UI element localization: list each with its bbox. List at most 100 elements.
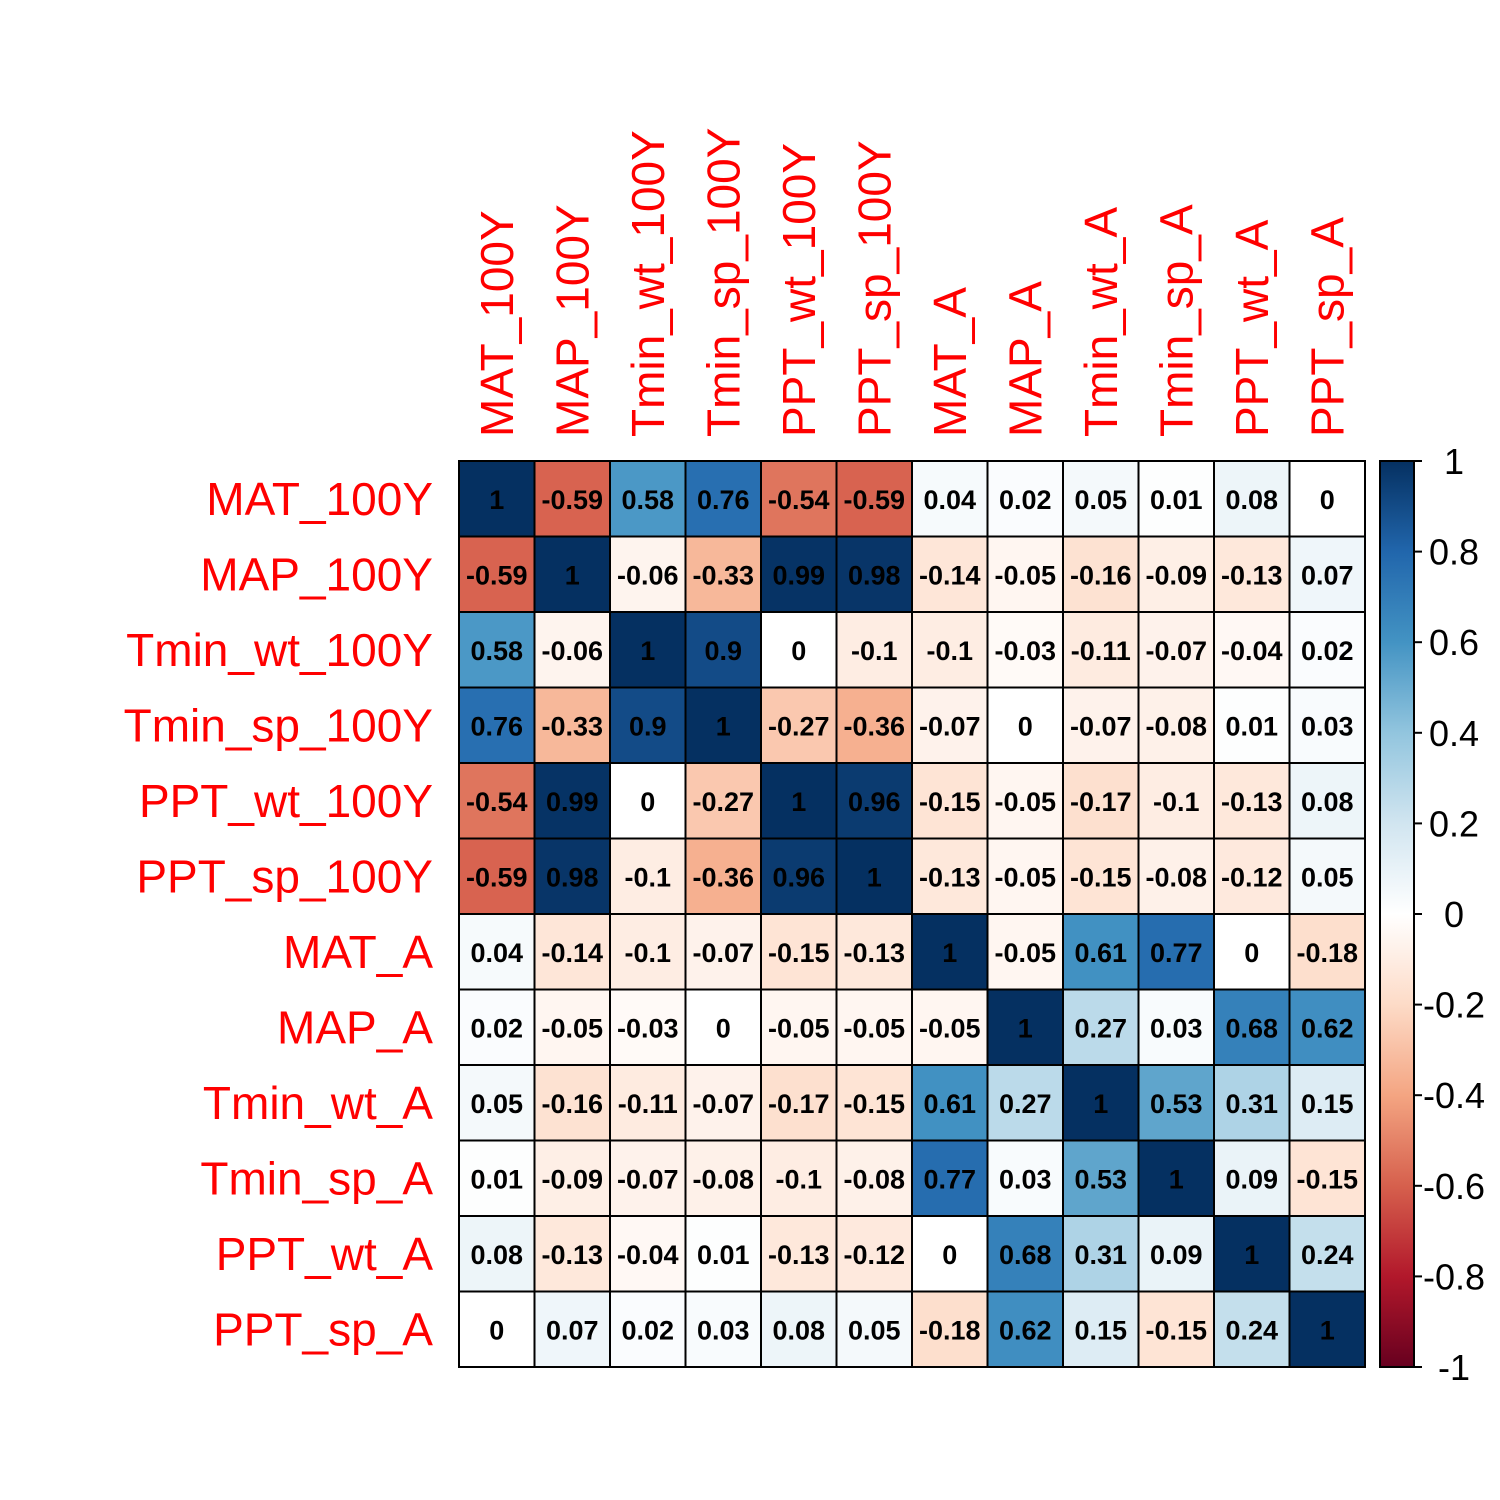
heatmap-cell [609,1064,687,1142]
heatmap-cell [533,762,611,840]
cell-value-label: 0.04 [923,485,976,515]
cell-value-label: 1 [1093,1089,1108,1119]
cell-value-label: 1 [640,636,655,666]
cell-value-label: -0.13 [919,862,981,892]
cell-value-label: 0.08 [470,1240,523,1270]
row-label: Tmin_sp_A [200,1152,433,1204]
cell-value-label: -0.15 [1296,1164,1358,1194]
heatmap-cell [1062,1215,1140,1293]
row-label: PPT_sp_A [213,1303,433,1355]
cell-value-label: -0.08 [843,1164,905,1194]
cell-value-label: -0.59 [541,485,603,515]
heatmap-cell [1288,686,1366,764]
cell-value-label: -0.13 [1221,787,1283,817]
heatmap-cell [1137,1290,1215,1368]
cell-value-label: -0.15 [843,1089,905,1119]
cell-value-label: -0.07 [692,1089,754,1119]
cell-value-label: -0.16 [541,1089,603,1119]
heatmap-cell [911,1139,989,1217]
heatmap-cell [986,460,1064,538]
cell-value-label: -0.1 [851,636,898,666]
cell-value-label: 0.96 [848,787,901,817]
heatmap-cell [835,1064,913,1142]
legend-tick-label: 0 [1444,894,1464,935]
cell-value-label: 0.99 [772,560,825,590]
column-label: MAT_100Y [471,210,523,437]
heatmap-cell [1288,1139,1366,1217]
cell-value-label: -0.12 [1221,862,1283,892]
heatmap-cell [760,611,838,689]
cell-value-label: -0.33 [692,560,754,590]
heatmap-cell [1213,1215,1291,1293]
cell-value-label: -0.15 [919,787,981,817]
cell-value-label: 0.05 [470,1089,523,1119]
cell-value-label: -0.04 [617,1240,679,1270]
cell-value-label: -0.17 [768,1089,830,1119]
heatmap-cell [1288,988,1366,1066]
column-labels: MAT_100Y MAP_100Y Tmin_wt_100Y Tmin_sp_100Y… [471,128,1354,437]
legend-tick-label: -0.2 [1423,985,1485,1026]
heatmap-cell [533,1139,611,1217]
heatmap-cell [684,988,762,1066]
heatmap-cell [835,837,913,915]
cell-value-label: -0.15 [1070,862,1132,892]
cell-value-label: -0.05 [994,938,1056,968]
heatmap-cell [1288,460,1366,538]
cell-value-label: 0.76 [697,485,750,515]
heatmap-cell [1062,686,1140,764]
cell-value-label: 0.08 [1301,787,1354,817]
legend-tick-label: -0.4 [1423,1075,1485,1116]
cell-value-label: 1 [1169,1164,1184,1194]
heatmap-cell [911,1064,989,1142]
cell-value-label: 0.98 [848,560,901,590]
cell-value-label: 0.27 [999,1089,1052,1119]
row-label: MAP_A [277,1001,433,1053]
cell-value-label: 0 [716,1013,731,1043]
cell-value-label: -0.1 [926,636,973,666]
heatmap-cell [458,837,536,915]
heatmap-cell [986,762,1064,840]
heatmap-cell [1213,1139,1291,1217]
heatmap-cell [458,1215,536,1293]
cell-value-label: 0.04 [470,938,523,968]
heatmap-cell [1137,1139,1215,1217]
heatmap-cell [1137,686,1215,764]
cell-value-label: -0.08 [1145,711,1207,741]
cell-value-label: -0.06 [617,560,679,590]
cell-value-label: -0.03 [617,1013,679,1043]
cell-value-label: 1 [1018,1013,1033,1043]
heatmap-cell [1288,1215,1366,1293]
heatmap-cell [1213,1290,1291,1368]
cell-value-label: 0.02 [999,485,1052,515]
cell-value-label: -0.12 [843,1240,905,1270]
row-label: MAT_A [283,926,433,978]
cell-value-label: 0.05 [1074,485,1127,515]
cell-value-label: 0.31 [1225,1089,1278,1119]
cell-value-label: 0 [791,636,806,666]
heatmap-cell [458,913,536,991]
cell-value-label: 0.03 [999,1164,1052,1194]
heatmap-cell [1288,611,1366,689]
heatmap-cell [533,913,611,991]
cell-value-label: 0.96 [772,862,825,892]
heatmap-cell [760,535,838,613]
cell-value-label: -0.08 [692,1164,754,1194]
cell-value-label: 0.09 [1225,1164,1278,1194]
cell-value-label: -0.06 [541,636,603,666]
heatmap-cell [684,1215,762,1293]
heatmap-cells [458,460,1366,1368]
heatmap-cell [835,913,913,991]
cell-value-label: 0.58 [621,485,674,515]
column-label: PPT_wt_100Y [773,143,825,437]
cell-value-label: 0.24 [1225,1315,1278,1345]
cell-value-label: 0.15 [1074,1315,1127,1345]
cell-value-label: -0.1 [624,862,671,892]
cell-value-label: 0.9 [629,711,667,741]
cell-value-label: -0.04 [1221,636,1283,666]
cell-value-label: 1 [942,938,957,968]
cell-value-label: -0.14 [541,938,603,968]
cell-value-label: -0.09 [1145,560,1207,590]
cell-value-label: -0.08 [1145,862,1207,892]
cell-value-label: 0.76 [470,711,523,741]
heatmap-cell [458,762,536,840]
